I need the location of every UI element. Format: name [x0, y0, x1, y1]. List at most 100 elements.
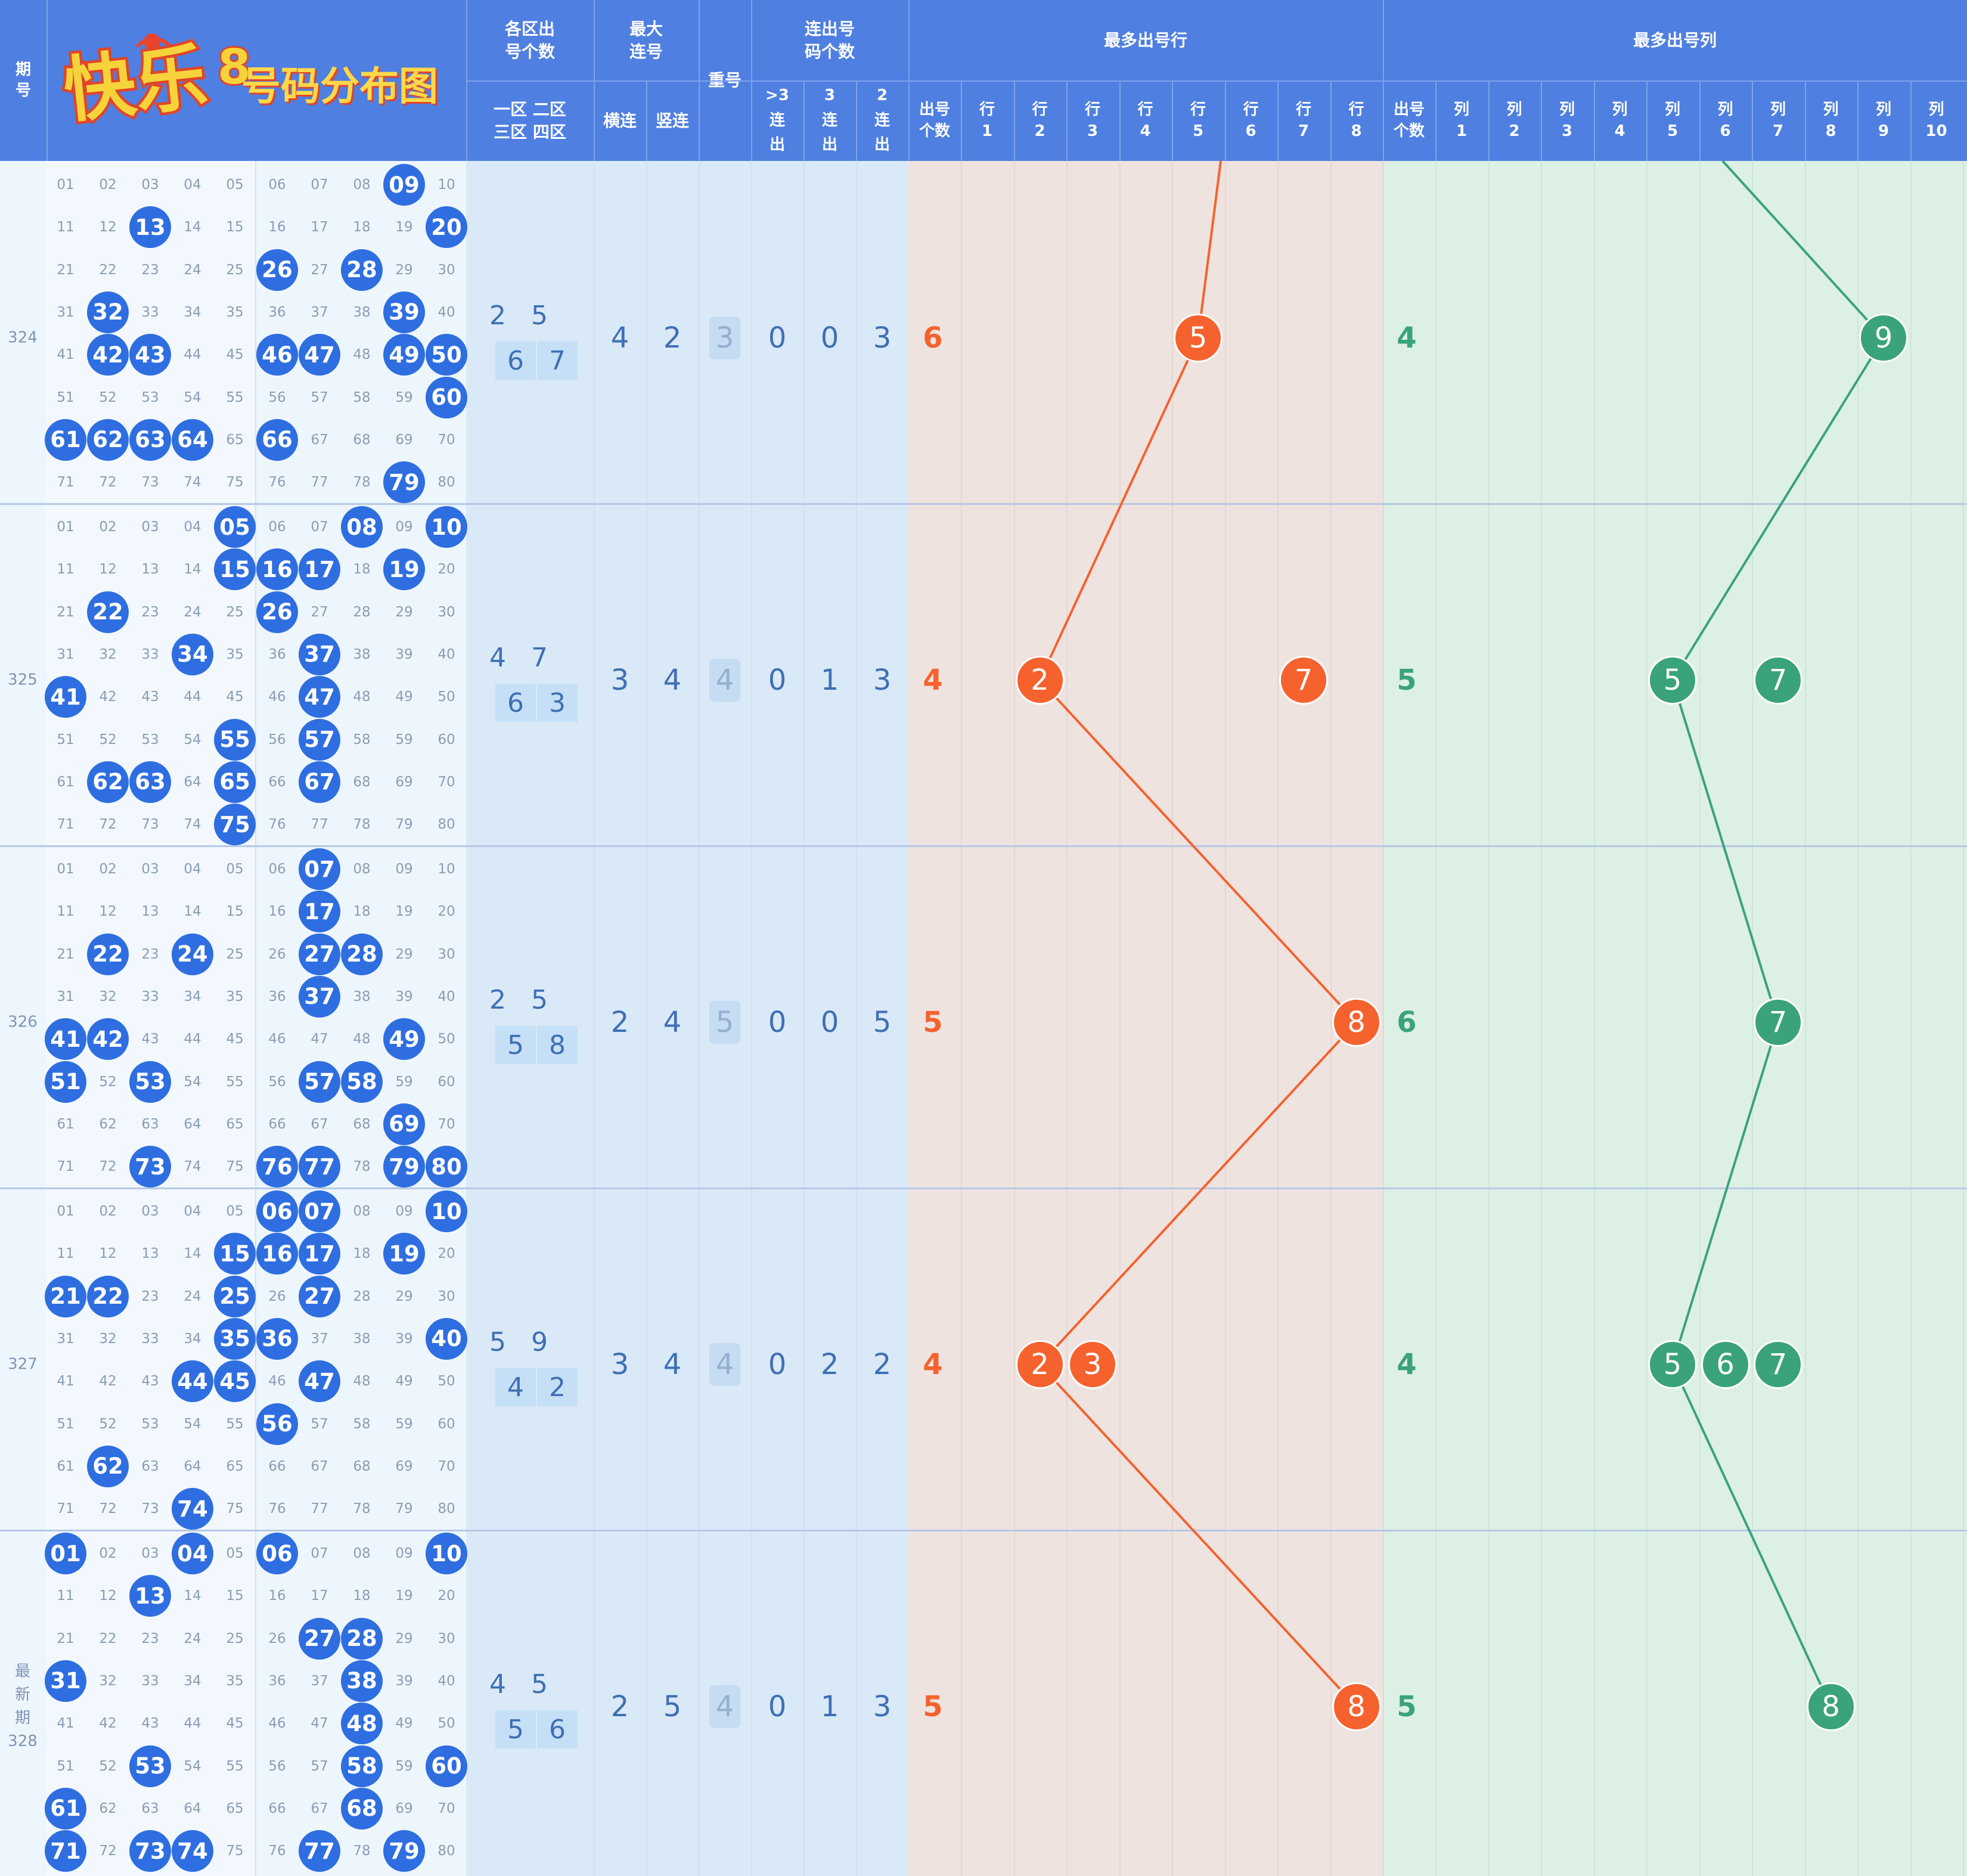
- number-cell: 70: [438, 1458, 455, 1474]
- header-c2: 2 连 出: [874, 86, 890, 154]
- drawn-number: 60: [426, 1745, 467, 1787]
- stat-repeat: 5: [709, 1001, 740, 1044]
- number-cell: 59: [395, 1416, 413, 1432]
- number-cell: 11: [57, 1246, 75, 1262]
- header-col-9: 列 9: [1875, 101, 1891, 140]
- kuaile8-logo: 快乐 8: [48, 24, 465, 143]
- drawn-number: 22: [87, 933, 129, 975]
- number-cell: 76: [268, 1843, 286, 1859]
- drawn-number: 28: [341, 249, 383, 291]
- header-col-7: 列 7: [1770, 101, 1786, 140]
- number-cell: 76: [268, 1501, 286, 1517]
- zone-count-1: 2: [489, 984, 506, 1015]
- header-zone-sub: 一区 二区 三区 四区: [494, 99, 566, 142]
- drawn-number: 38: [341, 1660, 383, 1702]
- svg-text:快乐: 快乐: [60, 36, 211, 133]
- number-cell: 33: [141, 1331, 159, 1347]
- number-cell: 71: [57, 475, 75, 491]
- drawn-number: 28: [341, 1617, 383, 1660]
- header-period: 期 号: [15, 60, 31, 100]
- number-cell: 14: [184, 562, 201, 578]
- number-cell: 21: [57, 604, 75, 620]
- number-cell: 36: [268, 304, 286, 320]
- number-cell: 77: [311, 475, 328, 491]
- number-cell: 76: [268, 475, 286, 491]
- trend-line: [1038, 160, 1358, 1708]
- number-cell: 29: [395, 262, 413, 278]
- number-cell: 33: [141, 304, 159, 320]
- row-count: 6: [923, 321, 943, 355]
- number-cell: 42: [99, 1373, 117, 1390]
- number-cell: 80: [438, 475, 455, 491]
- stat-c3: 0: [820, 1006, 839, 1039]
- number-cell: 41: [57, 1373, 75, 1390]
- col-area-bg: [1383, 161, 1967, 1876]
- drawn-number: 27: [299, 933, 340, 975]
- number-cell: 72: [99, 475, 117, 491]
- drawn-number: 46: [256, 334, 298, 376]
- number-cell: 45: [226, 1031, 244, 1047]
- number-cell: 56: [268, 389, 286, 405]
- number-cell: 21: [57, 946, 75, 962]
- period-label: 326: [8, 1013, 38, 1031]
- number-cell: 22: [99, 1630, 117, 1646]
- number-cell: 59: [395, 1758, 413, 1774]
- number-cell: 15: [226, 904, 244, 920]
- number-cell: 69: [395, 432, 413, 448]
- number-cell: 63: [141, 1800, 159, 1816]
- drawn-number: 26: [256, 249, 298, 291]
- number-cell: 68: [353, 1458, 371, 1474]
- number-cell: 02: [99, 861, 117, 877]
- drawn-number: 42: [87, 1018, 129, 1061]
- header-zone-count: 各区出 号个数: [504, 18, 555, 61]
- header-c3: 3 连 出: [821, 86, 837, 154]
- zone-count-1: 4: [489, 1669, 506, 1700]
- number-cell: 15: [226, 219, 244, 235]
- number-cell: 36: [268, 646, 286, 662]
- number-cell: 07: [311, 177, 328, 193]
- drawn-number: 15: [214, 548, 256, 591]
- stat-c2: 3: [873, 321, 892, 355]
- number-cell: 70: [438, 774, 455, 790]
- number-cell: 78: [353, 475, 371, 491]
- number-cell: 78: [353, 817, 371, 833]
- number-cell: 14: [184, 904, 201, 920]
- number-cell: 61: [57, 1116, 75, 1132]
- drawn-number: 67: [299, 761, 340, 803]
- drawn-number: 49: [383, 334, 425, 376]
- stat-c3: 2: [820, 1348, 839, 1381]
- number-cell: 57: [311, 1416, 328, 1432]
- number-cell: 03: [141, 861, 159, 877]
- number-cell: 08: [353, 1204, 371, 1219]
- header-col-4: 列 4: [1612, 101, 1628, 140]
- drawn-number: 17: [299, 548, 340, 591]
- drawn-number: 62: [87, 761, 129, 803]
- zone-count-2: 5: [531, 300, 548, 331]
- number-cell: 34: [184, 988, 201, 1004]
- number-cell: 52: [99, 1074, 117, 1090]
- number-cell: 71: [57, 1159, 75, 1175]
- number-cell: 46: [268, 1373, 286, 1390]
- number-cell: 73: [141, 475, 159, 491]
- row-count: 4: [923, 663, 943, 697]
- table-header: 期 号 快乐 8 号码分布图 各区出 号个数 一区 二区 三区 四区 最大 连号…: [0, 0, 1967, 161]
- header-row-6: 行 6: [1243, 101, 1259, 140]
- header-row-4: 行 4: [1137, 101, 1153, 140]
- number-cell: 05: [226, 1546, 244, 1561]
- stat-c3: 1: [820, 663, 839, 697]
- number-cell: 19: [395, 1588, 413, 1604]
- number-cell: 33: [141, 646, 159, 662]
- number-cell: 63: [141, 1458, 159, 1474]
- number-cell: 61: [57, 1458, 75, 1474]
- header-horiz: 横连: [603, 110, 637, 131]
- row-area-bg: [908, 161, 1383, 1876]
- zone-count-4: 7: [537, 342, 578, 380]
- number-cell: 14: [184, 1246, 201, 1262]
- stat-vert: 4: [663, 1348, 682, 1381]
- number-cell: 39: [395, 1673, 413, 1689]
- number-cell: 63: [141, 1116, 159, 1132]
- drawn-number: 49: [383, 1018, 425, 1061]
- number-cell: 36: [268, 988, 286, 1004]
- number-cell: 29: [395, 1288, 413, 1304]
- drawn-number: 43: [129, 334, 171, 376]
